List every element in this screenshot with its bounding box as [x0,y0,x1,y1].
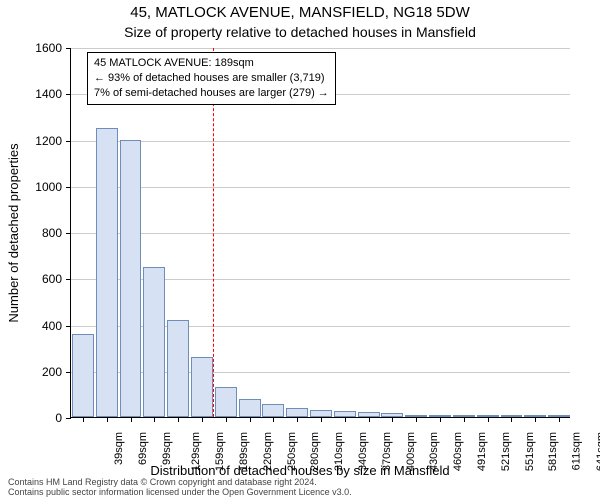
x-tick-label: 69sqm [137,432,149,465]
bar [239,399,261,418]
callout-line: 7% of semi-detached houses are larger (2… [94,86,329,101]
bar [286,408,308,417]
x-tick-label: 39sqm [113,432,125,465]
bar [262,404,284,417]
bar [120,140,142,418]
gridline [71,187,570,188]
y-tick-label: 800 [0,226,62,240]
plot-area: 45 MATLOCK AVENUE: 189sqm← 93% of detach… [70,48,570,418]
footer-attribution: Contains HM Land Registry data © Crown c… [8,478,352,498]
gridline [71,48,570,49]
y-axis-labels: 02004006008001000120014001600 [0,48,62,418]
chart-container: 45, MATLOCK AVENUE, MANSFIELD, NG18 5DW … [0,0,600,500]
callout-box: 45 MATLOCK AVENUE: 189sqm← 93% of detach… [87,52,336,105]
y-tick-label: 400 [0,319,62,333]
y-tick [66,418,71,419]
bar [167,320,189,417]
bar [191,357,213,417]
footer-line: Contains public sector information licen… [8,488,352,498]
callout-line: 45 MATLOCK AVENUE: 189sqm [94,56,329,71]
y-tick-label: 200 [0,365,62,379]
bar [215,387,237,417]
y-tick [66,187,71,188]
y-tick-label: 600 [0,272,62,286]
gridline [71,141,570,142]
x-axis-title: Distribution of detached houses by size … [0,463,600,478]
callout-line: ← 93% of detached houses are smaller (3,… [94,71,329,86]
bar [96,128,118,417]
y-tick-label: 1000 [0,180,62,194]
y-tick-label: 0 [0,411,62,425]
y-tick [66,279,71,280]
y-tick [66,141,71,142]
gridline [71,233,570,234]
x-tick-label: 99sqm [161,432,173,465]
y-tick-label: 1600 [0,41,62,55]
y-tick [66,326,71,327]
y-tick [66,94,71,95]
bar [143,267,165,417]
y-tick [66,233,71,234]
chart-subtitle: Size of property relative to detached ho… [0,24,600,40]
y-tick [66,48,71,49]
y-tick-label: 1400 [0,87,62,101]
y-tick [66,372,71,373]
y-tick-label: 1200 [0,134,62,148]
page-title: 45, MATLOCK AVENUE, MANSFIELD, NG18 5DW [0,4,600,21]
bar [72,334,94,417]
bar [310,410,332,417]
